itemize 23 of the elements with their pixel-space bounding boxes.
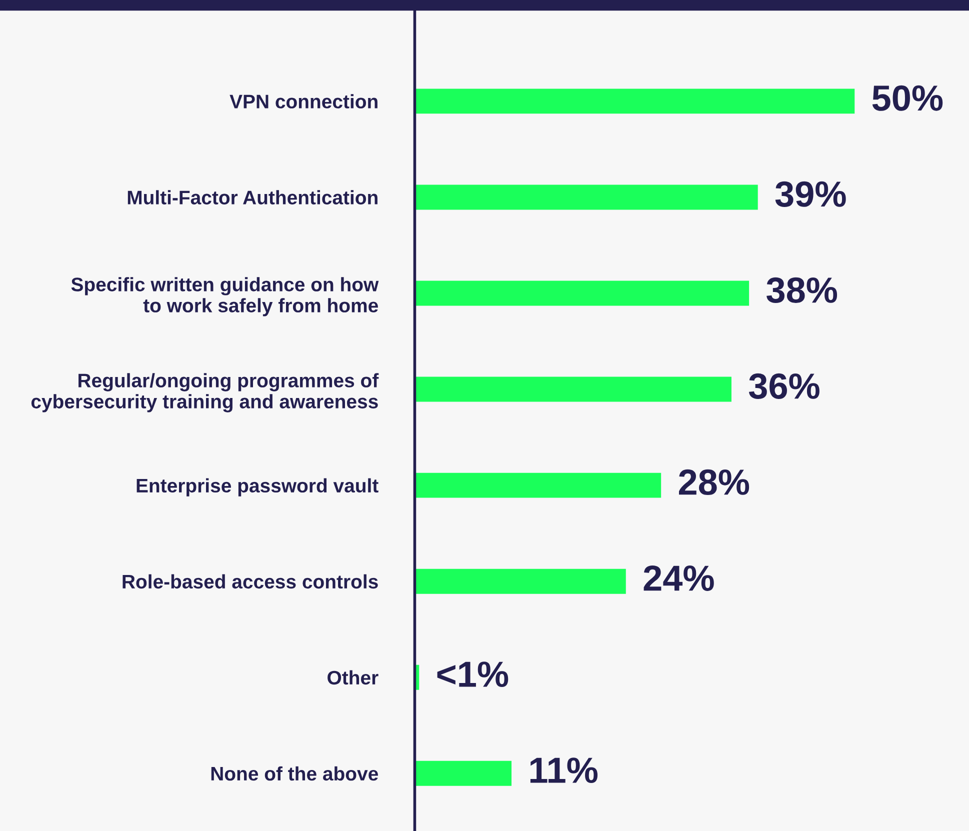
y-tick-label: Specific written guidance on how to work safely from home: [71, 277, 379, 316]
data-label: 28%: [678, 469, 750, 495]
y-tick-label: Regular/ongoing programmes of cybersecurity training and awareness: [31, 373, 379, 412]
bar: [414, 472, 662, 498]
y-tick-label: Other: [328, 670, 378, 685]
data-label: 11%: [530, 758, 598, 784]
bar: [414, 88, 855, 114]
data-label: <1%: [437, 662, 508, 687]
y-tick-label: Role-based access controls: [122, 574, 378, 589]
bar: [414, 280, 750, 306]
bar: [414, 760, 512, 786]
data-label: 50%: [872, 85, 943, 111]
y-tick-label: None of the above: [211, 766, 378, 781]
data-label: 39%: [775, 181, 846, 207]
bar: [414, 376, 732, 402]
y-tick-label: Enterprise password vault: [136, 478, 378, 496]
data-label: 36%: [748, 373, 820, 400]
y-tick-label: VPN connection: [230, 94, 378, 108]
data-label: 24%: [644, 565, 714, 591]
y-tick-label: Multi-Factor Authentication: [128, 190, 378, 204]
bar: [414, 568, 626, 594]
bar: [414, 184, 758, 210]
data-label: 38%: [766, 277, 838, 303]
